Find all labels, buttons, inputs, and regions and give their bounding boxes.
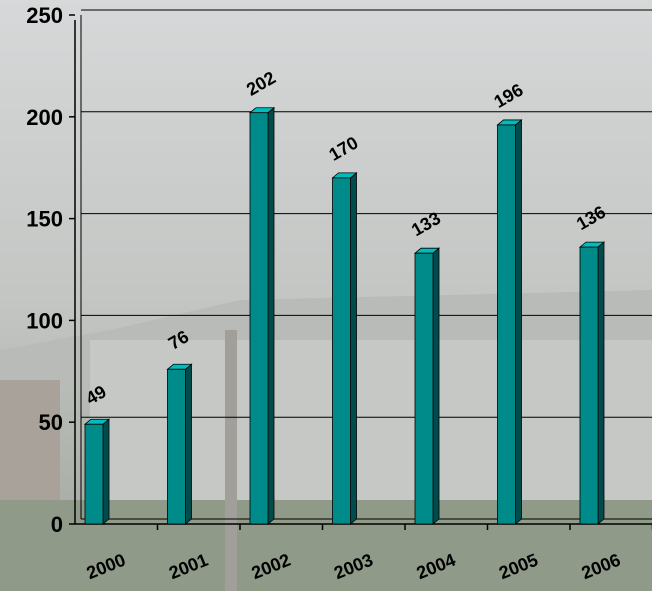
bar-side: [350, 172, 357, 525]
y-tick-label: 50: [39, 410, 63, 435]
y-tick-label: 0: [51, 512, 63, 537]
bar: [332, 177, 351, 525]
y-tick-label: 100: [26, 308, 63, 333]
y-tick-label: 150: [26, 207, 63, 232]
bar-side: [432, 247, 440, 525]
bar: [497, 124, 516, 525]
bar: [167, 368, 186, 525]
bar-side: [597, 241, 605, 525]
bar-side: [102, 418, 110, 525]
y-tick-label: 200: [26, 105, 63, 130]
bar-side: [267, 106, 275, 525]
bar: [414, 252, 434, 525]
bar: [84, 423, 104, 525]
bar: [249, 112, 269, 525]
y-tick-label: 250: [26, 3, 63, 28]
bar: [579, 246, 599, 525]
bar-side: [515, 119, 522, 525]
bar-side: [185, 363, 192, 525]
